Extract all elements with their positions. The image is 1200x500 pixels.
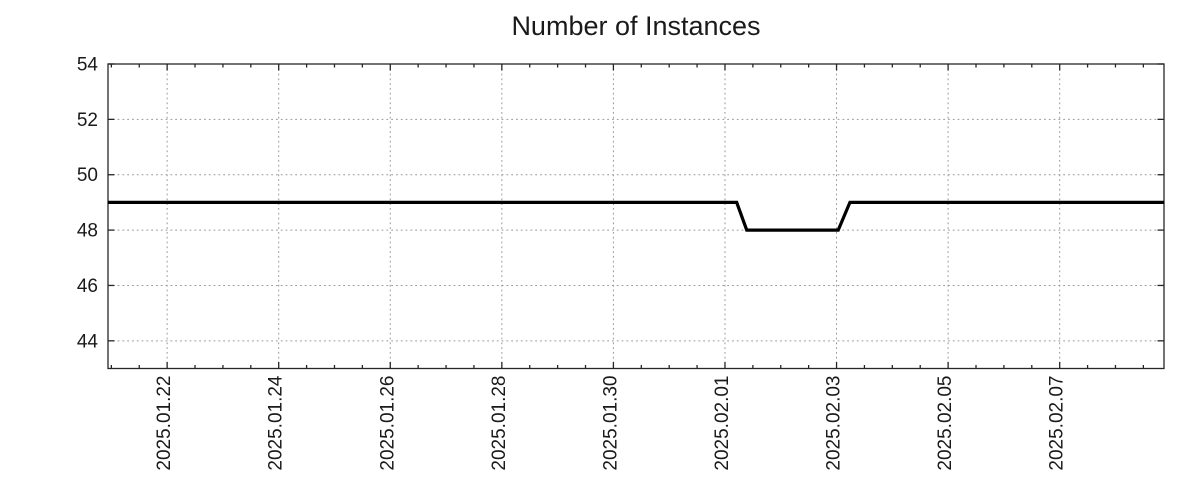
x-tick-label: 2025.01.26 (377, 376, 398, 471)
y-tick-label: 50 (77, 165, 98, 186)
series-line-instances (108, 200, 1164, 232)
y-tick-label: 52 (77, 110, 98, 131)
x-tick-label: 2025.02.07 (1047, 376, 1068, 471)
x-tick-label: 2025.02.01 (712, 376, 733, 471)
y-tick-label: 48 (77, 221, 98, 242)
x-tick-label: 2025.01.30 (600, 376, 621, 471)
x-tick-label: 2025.01.28 (489, 376, 510, 471)
x-tick-label: 2025.02.05 (935, 375, 956, 470)
y-tick-label: 54 (77, 55, 99, 76)
chart-title: Number of Instances (511, 11, 761, 41)
x-tick-label: 2025.01.22 (154, 376, 175, 471)
y-tick-label: 46 (77, 276, 98, 297)
x-tick-label: 2025.02.03 (824, 376, 845, 471)
plot-frame (107, 63, 1165, 370)
x-tick-label: 2025.01.24 (266, 375, 287, 471)
y-tick-label: 44 (77, 331, 99, 352)
